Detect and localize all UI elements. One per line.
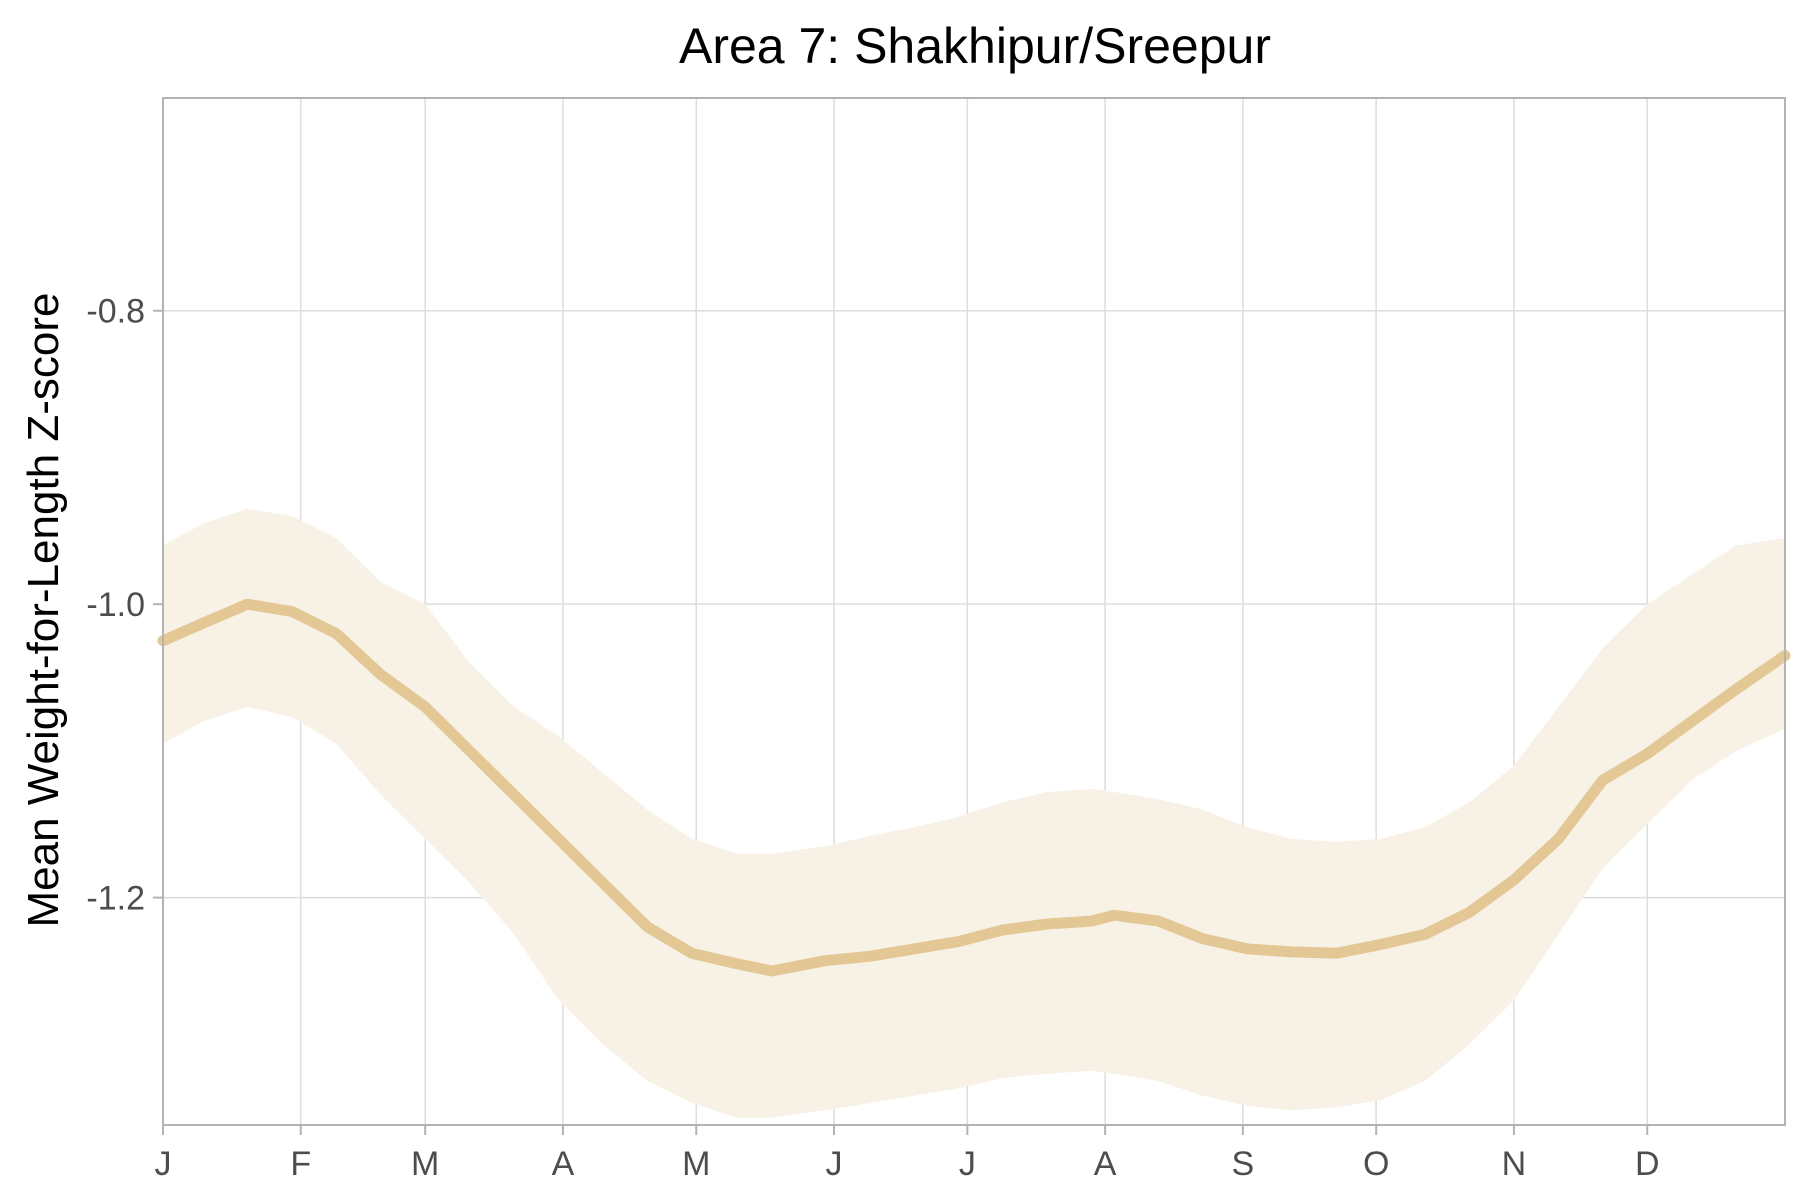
x-tick-label-6: J: [959, 1145, 976, 1183]
x-tick-label-10: N: [1502, 1145, 1527, 1183]
y-axis-ticks: -0.8 -1.0 -1.2: [86, 293, 163, 918]
x-tick-label-5: J: [826, 1145, 843, 1183]
chart-title: Area 7: Shakhipur/Sreepur: [679, 18, 1271, 74]
y-axis-label: Mean Weight-for-Length Z-score: [19, 292, 68, 927]
x-tick-label-3: A: [552, 1145, 575, 1183]
series-line-mean: [157, 598, 1791, 977]
x-tick-label-9: O: [1363, 1145, 1389, 1183]
x-tick-label-4: M: [682, 1145, 710, 1183]
y-tick-label-0: -0.8: [86, 293, 145, 331]
x-tick-label-0: J: [155, 1145, 172, 1183]
y-tick-label-2: -1.2: [86, 880, 145, 918]
x-tick-label-7: A: [1094, 1145, 1117, 1183]
y-tick-label-1: -1.0: [86, 586, 145, 624]
x-tick-label-1: F: [290, 1145, 311, 1183]
gridlines: [162, 98, 1785, 1125]
x-tick-label-8: S: [1232, 1145, 1255, 1183]
x-tick-label-2: M: [411, 1145, 439, 1183]
plot-frame: [162, 97, 1786, 1126]
confidence-band: [163, 508, 1785, 1118]
x-tick-label-11: D: [1635, 1145, 1660, 1183]
